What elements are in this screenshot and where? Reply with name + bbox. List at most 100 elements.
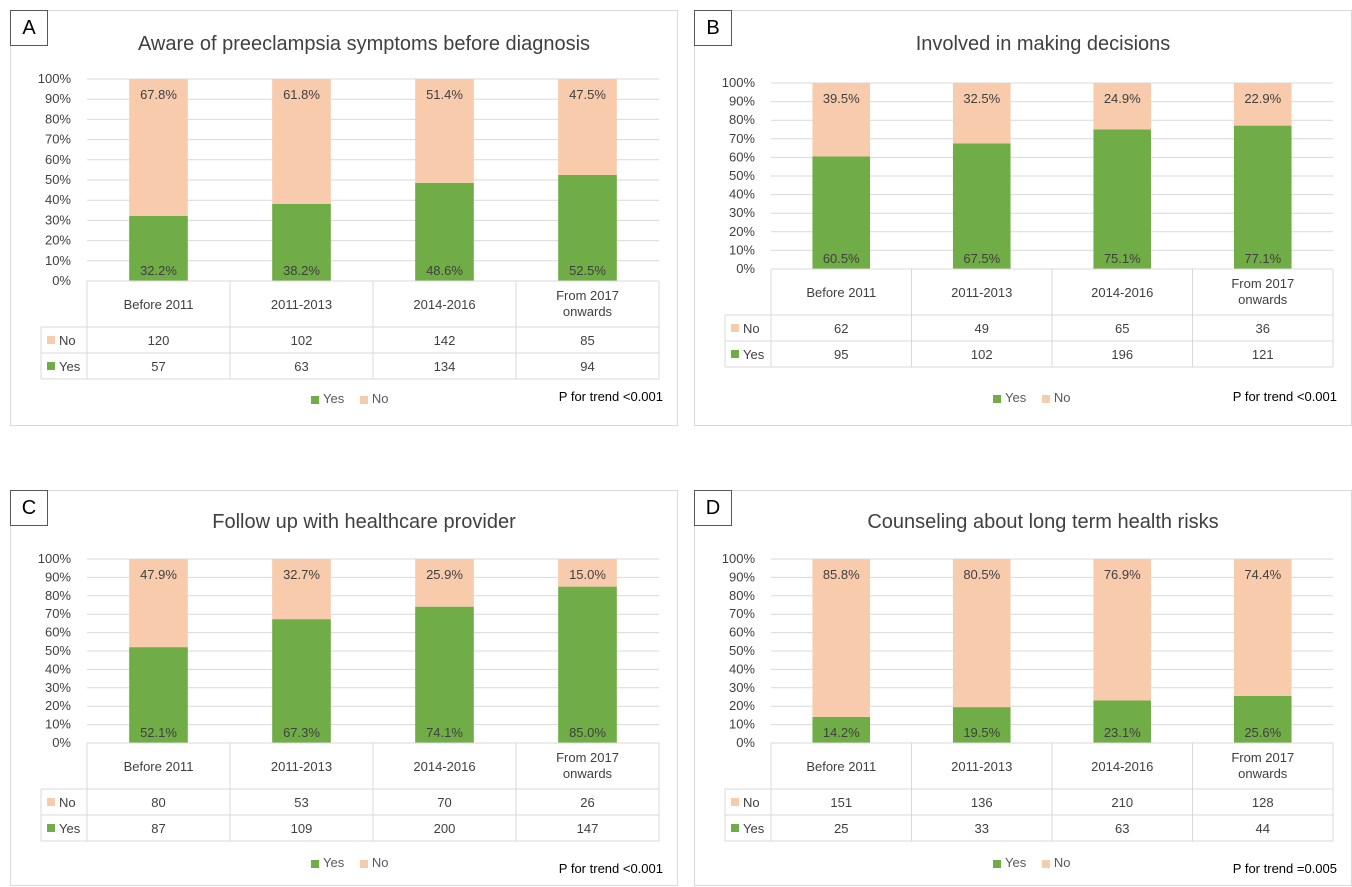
- data-label-no: 24.9%: [1104, 91, 1141, 106]
- y-tick-label: 50%: [729, 643, 755, 658]
- panel-d: D Counseling about long term health risk…: [694, 490, 1352, 886]
- y-tick-label: 100%: [722, 551, 756, 566]
- data-label-yes: 38.2%: [283, 263, 320, 278]
- category-label: From 2017 onwards: [1231, 276, 1294, 307]
- legend-label-yes: Yes: [323, 391, 345, 406]
- y-tick-label: 50%: [729, 168, 755, 183]
- count-yes: 200: [434, 821, 456, 836]
- data-label-no: 51.4%: [426, 87, 463, 102]
- count-yes: 63: [1115, 821, 1129, 836]
- count-no: 26: [580, 795, 594, 810]
- panel-letter: D: [694, 490, 732, 526]
- data-label-no: 85.8%: [823, 567, 860, 582]
- category-label: Before 2011: [806, 285, 876, 300]
- category-label: 2011-2013: [271, 759, 332, 774]
- category-label: 2014-2016: [1091, 285, 1153, 300]
- y-tick-label: 70%: [45, 132, 71, 147]
- y-tick-label: 10%: [45, 253, 71, 268]
- stacked-bar-chart: 0% 10% 20% 30% 40% 50% 60% 70% 80% 90% 100% 52.1% 47…: [38, 551, 660, 842]
- y-tick-label: 30%: [729, 680, 755, 695]
- y-tick-label: 80%: [45, 111, 71, 126]
- row-label-no: No: [743, 321, 760, 336]
- row-key-no: [731, 798, 739, 806]
- bar-yes: [812, 156, 871, 269]
- count-yes: 109: [291, 821, 313, 836]
- data-label-yes: 32.2%: [140, 263, 177, 278]
- category-label: 2014-2016: [1091, 759, 1153, 774]
- bar-yes: [952, 143, 1011, 269]
- y-tick-label: 0%: [736, 735, 755, 750]
- y-tick-label: 60%: [45, 152, 71, 167]
- bar-yes: [1093, 129, 1152, 269]
- data-label-no: 74.4%: [1244, 567, 1281, 582]
- y-tick-label: 40%: [45, 661, 71, 676]
- count-yes: 102: [971, 347, 993, 362]
- y-tick-label: 50%: [45, 172, 71, 187]
- count-no: 128: [1252, 795, 1274, 810]
- legend-label-no: No: [371, 855, 389, 870]
- count-yes: 33: [975, 821, 989, 836]
- y-tick-label: 50%: [45, 643, 71, 658]
- p-for-trend: P for trend <0.001: [558, 389, 663, 404]
- row-label-yes: Yes: [59, 359, 81, 374]
- count-no: 210: [1111, 795, 1133, 810]
- bar-yes: [1233, 125, 1292, 270]
- legend-swatch-no: [359, 859, 368, 868]
- legend-swatch-no: [359, 395, 368, 404]
- p-for-trend: P for trend <0.001: [558, 861, 663, 876]
- count-yes: 63: [294, 359, 308, 374]
- category-label: Before 2011: [806, 759, 876, 774]
- data-label-no: 61.8%: [283, 87, 320, 102]
- bar-no: [129, 79, 188, 216]
- y-tick-label: 0%: [736, 261, 755, 276]
- category-label: Before 2011: [124, 297, 194, 312]
- row-label-yes: Yes: [59, 821, 81, 836]
- row-key-yes: [731, 350, 739, 358]
- legend-swatch-no: [1041, 394, 1050, 403]
- category-label: From 2017 onwards: [1231, 750, 1294, 781]
- bar-yes: [1093, 700, 1152, 743]
- bar-yes: [952, 707, 1011, 743]
- legend-item-no: No: [1041, 855, 1070, 870]
- legend-item-yes: Yes: [993, 855, 1026, 870]
- legend: Yes No: [993, 855, 1082, 870]
- y-tick-label: 20%: [729, 224, 755, 239]
- bar-no: [952, 83, 1011, 144]
- bar-yes: [1233, 695, 1292, 743]
- legend-item-no: No: [1041, 390, 1071, 405]
- category-label: 2011-2013: [951, 759, 1012, 774]
- y-tick-label: 60%: [45, 625, 71, 640]
- row-label-no: No: [743, 795, 760, 810]
- chart-title: Follow up with healthcare provider: [212, 511, 516, 533]
- row-key-no: [47, 336, 55, 344]
- count-no: 49: [975, 321, 989, 336]
- count-yes: 94: [580, 359, 594, 374]
- bar-yes: [558, 174, 617, 281]
- y-tick-label: 60%: [729, 625, 755, 640]
- category-label: 2014-2016: [413, 759, 475, 774]
- row-label-yes: Yes: [743, 821, 765, 836]
- count-no: 80: [151, 795, 165, 810]
- count-yes: 57: [151, 359, 165, 374]
- count-yes: 147: [577, 821, 599, 836]
- y-tick-label: 70%: [729, 131, 755, 146]
- legend-label-no: No: [371, 391, 389, 406]
- count-no: 102: [291, 333, 313, 348]
- row-key-yes: [47, 362, 55, 370]
- y-tick-label: 0%: [52, 273, 71, 288]
- y-tick-label: 70%: [45, 606, 71, 621]
- data-label-yes: 23.1%: [1104, 725, 1141, 740]
- count-no: 62: [834, 321, 848, 336]
- legend: Yes No: [311, 391, 400, 406]
- data-label-yes: 60.5%: [823, 251, 860, 266]
- data-label-yes: 52.5%: [569, 263, 606, 278]
- data-label-no: 25.9%: [426, 567, 463, 582]
- category-label: 2011-2013: [271, 297, 332, 312]
- legend-item-yes: Yes: [311, 855, 344, 870]
- row-label-no: No: [59, 795, 76, 810]
- legend-label-no: No: [1053, 390, 1071, 405]
- bar-no: [415, 559, 474, 607]
- bar-no: [952, 559, 1011, 708]
- bar-yes: [415, 606, 474, 743]
- category-label: 2011-2013: [951, 285, 1012, 300]
